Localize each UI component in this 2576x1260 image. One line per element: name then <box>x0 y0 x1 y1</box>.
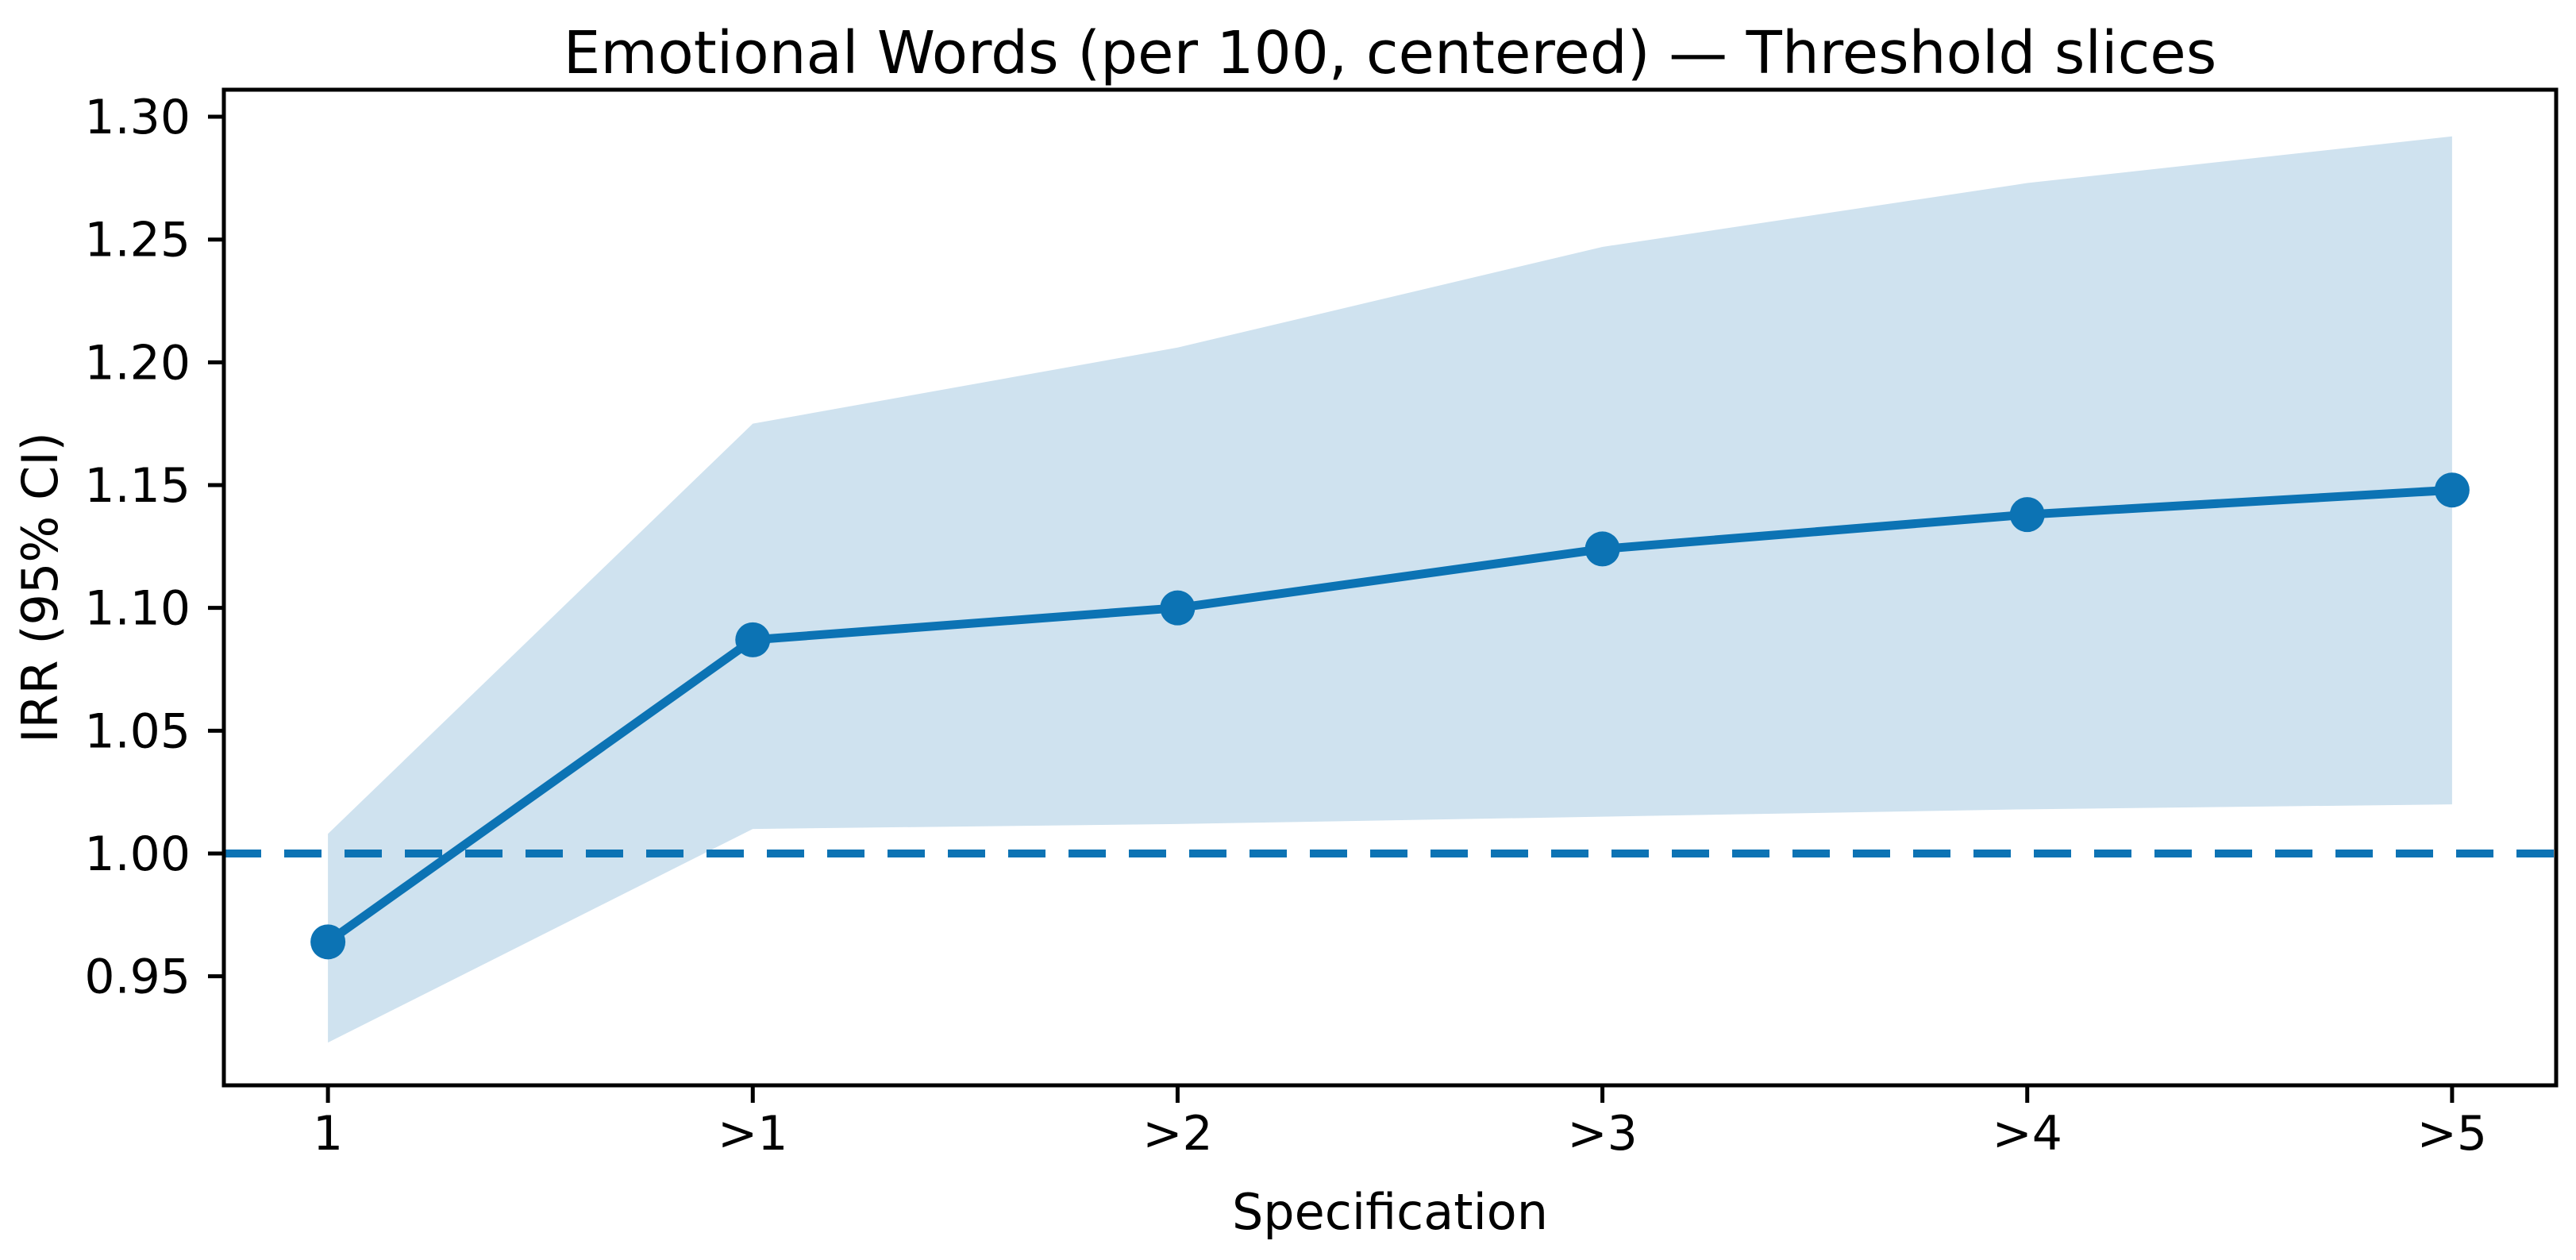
plot-spines <box>221 87 2559 1088</box>
confidence-band <box>328 136 2452 1043</box>
x-axis-label: Specification <box>1232 1183 1548 1241</box>
x-tick-label: >2 <box>1142 1106 1212 1162</box>
x-tick-label: >5 <box>2417 1106 2487 1162</box>
y-tick-label: 1.10 <box>84 581 191 637</box>
y-tick-label: 1.25 <box>84 213 191 268</box>
x-tick-label: >1 <box>718 1106 787 1162</box>
chart-title: Emotional Words (per 100, centered) — Th… <box>564 19 2217 87</box>
data-point->3 <box>1584 531 1620 567</box>
y-tick-label: 1.00 <box>84 827 191 882</box>
x-tick-label: 1 <box>313 1106 343 1162</box>
y-tick-label: 1.20 <box>84 335 191 391</box>
data-point-1 <box>310 924 346 960</box>
x-tick-label: >4 <box>1993 1106 2062 1162</box>
series-line <box>325 485 2453 946</box>
y-tick-label: 0.95 <box>84 950 191 1005</box>
plot-area: 1 >1 >2 >3 >4 >5 0.95 1.00 1.05 1.10 1.15 1.20 1.25 1… <box>84 90 2556 1162</box>
data-point->1 <box>735 622 771 657</box>
y-tick-label: 1.05 <box>84 703 191 759</box>
y-tick-label: 1.15 <box>84 458 191 514</box>
y-axis-label: IRR (95% CI) <box>11 432 69 743</box>
x-tick-label: >3 <box>1567 1106 1637 1162</box>
data-point->5 <box>2434 472 2470 508</box>
data-point->4 <box>2009 497 2045 533</box>
y-tick-label: 1.30 <box>84 90 191 145</box>
data-point->2 <box>1160 590 1196 626</box>
